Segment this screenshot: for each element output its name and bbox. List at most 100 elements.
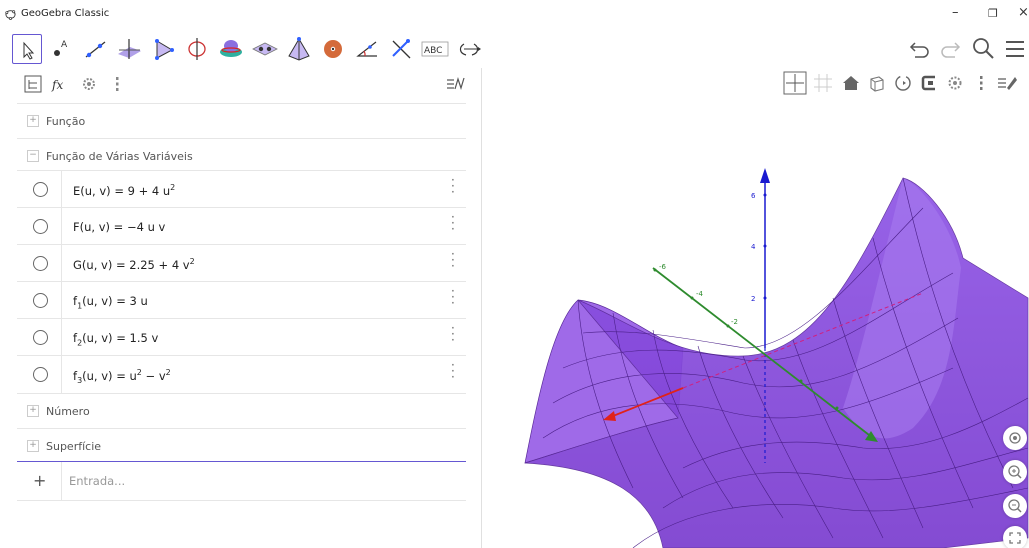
reflect-line-icon bbox=[392, 39, 411, 59]
plane-tool[interactable] bbox=[250, 34, 280, 64]
polygon-tool[interactable] bbox=[148, 34, 178, 64]
cube-icon bbox=[870, 76, 884, 92]
window-title: GeoGebra Classic bbox=[21, 8, 110, 19]
category-numero[interactable]: + Número bbox=[17, 393, 466, 428]
expand-icon[interactable]: + bbox=[27, 405, 39, 417]
algebra-expression[interactable]: f2(u, v) = 1.5 v bbox=[73, 331, 159, 348]
perpendicular-icon bbox=[118, 39, 141, 59]
row-divider bbox=[61, 462, 62, 500]
row-menu-icon[interactable]: · · · bbox=[451, 210, 455, 236]
algebra-expression[interactable]: F(u, v) = −4 u v bbox=[73, 220, 166, 234]
z-tick-label: 2 bbox=[751, 295, 755, 303]
auxiliary-objects-button[interactable]: fx bbox=[50, 74, 70, 94]
angle-tool[interactable] bbox=[352, 34, 382, 64]
y-tick-label: -4 bbox=[696, 290, 704, 298]
row-divider bbox=[61, 282, 62, 319]
grid-icon bbox=[814, 74, 832, 92]
algebra-view: fx + Função − Função de Várias Variáveis… bbox=[17, 68, 482, 548]
view-direction-button[interactable] bbox=[865, 71, 889, 95]
category-superficie[interactable]: + Superfície bbox=[17, 428, 466, 463]
zoom-out-button[interactable] bbox=[1003, 494, 1027, 518]
fx-icon: fx bbox=[51, 78, 63, 92]
algebra-toolbar: fx bbox=[17, 68, 481, 105]
graphics-3d-view[interactable]: 6 4 2 -6 -4 -2 bbox=[483, 68, 1029, 548]
row-menu-icon[interactable]: · · · bbox=[451, 247, 455, 273]
algebra-expression[interactable]: G(u, v) = 2.25 + 4 v2 bbox=[73, 257, 195, 272]
visibility-toggle[interactable] bbox=[33, 256, 48, 271]
algebra-row-f1[interactable]: f1(u, v) = 3 u · · · bbox=[17, 281, 466, 319]
text-abc-icon: ABC bbox=[421, 41, 449, 57]
geogebra-logo-icon bbox=[5, 10, 16, 20]
algebra-style-button[interactable] bbox=[445, 74, 465, 94]
text-tool[interactable]: ABC bbox=[420, 34, 450, 64]
category-funcao-varias-variaveis[interactable]: − Função de Várias Variáveis bbox=[17, 138, 466, 173]
circle-axis-tool[interactable] bbox=[182, 34, 212, 64]
visibility-toggle[interactable] bbox=[33, 367, 48, 382]
graphics-more-button[interactable] bbox=[969, 71, 993, 95]
standard-view-button[interactable] bbox=[839, 71, 863, 95]
expand-icon[interactable]: + bbox=[27, 440, 39, 452]
row-menu-icon[interactable]: · · · bbox=[451, 321, 455, 347]
zoom-in-icon bbox=[1008, 465, 1022, 479]
rotate-view-button[interactable] bbox=[891, 71, 915, 95]
close-button[interactable]: × bbox=[1018, 5, 1029, 20]
grid-toggle-button[interactable] bbox=[811, 71, 835, 95]
redo-icon bbox=[941, 42, 961, 58]
algebra-settings-button[interactable] bbox=[79, 74, 99, 94]
point-tool[interactable]: A bbox=[46, 34, 76, 64]
style-bar-toggle-icon bbox=[998, 77, 1017, 90]
rotate-icon bbox=[895, 75, 911, 91]
graphics-settings-button[interactable] bbox=[943, 71, 967, 95]
sort-button[interactable] bbox=[23, 74, 43, 94]
surface-plot[interactable]: 6 4 2 -6 -4 -2 bbox=[483, 68, 1029, 548]
row-menu-icon[interactable]: · · · bbox=[451, 358, 455, 384]
pyramid-tool[interactable] bbox=[284, 34, 314, 64]
intersect-tool[interactable] bbox=[216, 34, 246, 64]
algebra-row-f3[interactable]: f3(u, v) = u2 − v2 · · · bbox=[17, 355, 466, 394]
algebra-more-button[interactable] bbox=[107, 74, 127, 94]
algebra-row-f2[interactable]: f2(u, v) = 1.5 v · · · bbox=[17, 318, 466, 356]
visibility-toggle[interactable] bbox=[33, 182, 48, 197]
fullscreen-button[interactable] bbox=[1003, 526, 1027, 548]
expand-icon[interactable]: + bbox=[27, 115, 39, 127]
category-funcao[interactable]: + Função bbox=[17, 103, 466, 138]
collapse-icon[interactable]: − bbox=[27, 150, 39, 162]
algebra-row-F[interactable]: F(u, v) = −4 u v · · · bbox=[17, 207, 466, 245]
home-icon bbox=[843, 76, 859, 90]
category-label: Função bbox=[46, 115, 86, 128]
redo-button[interactable] bbox=[935, 34, 965, 68]
row-divider bbox=[61, 208, 62, 245]
row-menu-icon[interactable]: · · · bbox=[451, 284, 455, 310]
reflect-tool[interactable] bbox=[386, 34, 416, 64]
axes-icon bbox=[783, 71, 807, 95]
main-menu-button[interactable] bbox=[1000, 34, 1028, 68]
perpendicular-tool[interactable] bbox=[114, 34, 144, 64]
zoom-in-button[interactable] bbox=[1003, 460, 1027, 484]
row-menu-icon[interactable]: · · · bbox=[451, 173, 455, 199]
algebra-expression[interactable]: E(u, v) = 9 + 4 u2 bbox=[73, 183, 176, 198]
plane-icon bbox=[252, 42, 278, 56]
rotate-view-tool[interactable] bbox=[454, 34, 484, 64]
recenter-button[interactable] bbox=[1003, 426, 1027, 450]
graphics-style-toggle-button[interactable] bbox=[995, 71, 1019, 95]
algebra-input[interactable]: Entrada... bbox=[69, 474, 126, 488]
algebra-expression[interactable]: f3(u, v) = u2 − v2 bbox=[73, 368, 171, 386]
visibility-toggle[interactable] bbox=[33, 330, 48, 345]
search-button[interactable] bbox=[968, 34, 998, 68]
visibility-toggle[interactable] bbox=[33, 219, 48, 234]
move-tool[interactable] bbox=[12, 34, 42, 64]
algebra-row-G[interactable]: G(u, v) = 2.25 + 4 v2 · · · bbox=[17, 244, 466, 282]
clipping-button[interactable] bbox=[917, 71, 941, 95]
add-icon[interactable]: + bbox=[33, 471, 47, 490]
line-tool[interactable] bbox=[80, 34, 110, 64]
undo-button[interactable] bbox=[905, 34, 935, 68]
visibility-toggle[interactable] bbox=[33, 293, 48, 308]
algebra-input-row[interactable]: + Entrada... bbox=[17, 461, 466, 501]
minimize-button[interactable]: – bbox=[952, 5, 959, 20]
sphere-tool[interactable] bbox=[318, 34, 348, 64]
axes-toggle-button[interactable] bbox=[783, 71, 807, 95]
row-divider bbox=[61, 171, 62, 208]
algebra-expression[interactable]: f1(u, v) = 3 u bbox=[73, 294, 148, 311]
algebra-row-E[interactable]: E(u, v) = 9 + 4 u2 · · · bbox=[17, 170, 466, 208]
restore-button[interactable]: ❐ bbox=[988, 7, 998, 20]
